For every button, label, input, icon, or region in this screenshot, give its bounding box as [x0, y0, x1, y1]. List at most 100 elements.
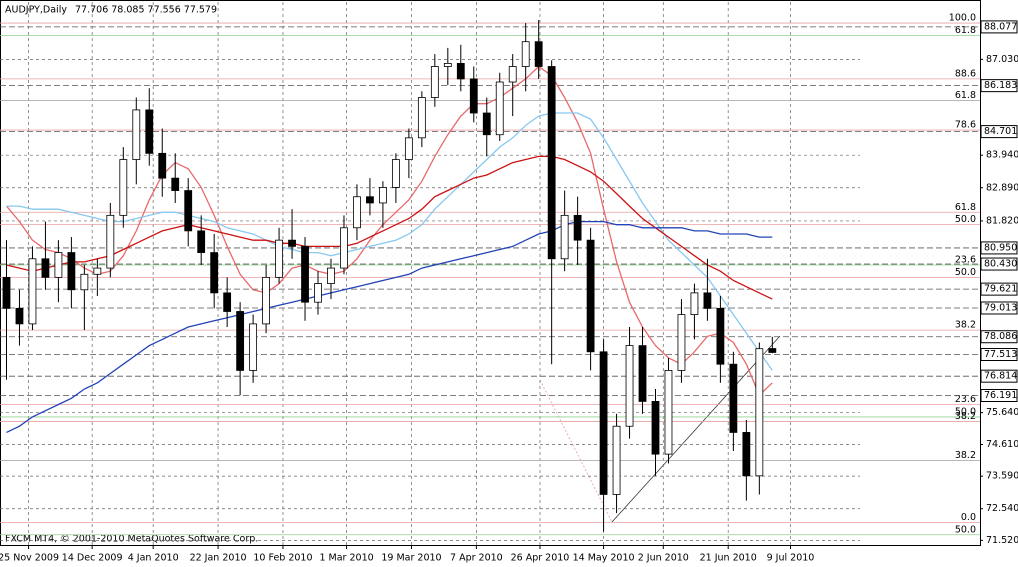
- fib-label: 61.8: [955, 202, 976, 213]
- moving-average: [6, 112, 773, 371]
- x-tick-label: 14 Dec 2009: [62, 553, 123, 564]
- fib-label: 23.6: [955, 254, 976, 265]
- candle-body: [67, 252, 76, 291]
- fib-label: 23.6: [955, 394, 976, 405]
- candle-body: [210, 252, 219, 294]
- y-tick-label: 72.540: [986, 503, 1018, 514]
- x-tick-label: 1 Mar 2010: [319, 553, 373, 564]
- candle-body: [15, 307, 24, 325]
- x-tick-label: 7 Apr 2010: [450, 553, 503, 564]
- candle-body: [132, 109, 141, 160]
- candle-body: [482, 112, 491, 136]
- price-level-label: 88.077: [984, 21, 1017, 32]
- x-tick-label: 10 Feb 2010: [253, 553, 312, 564]
- candle-body: [275, 239, 283, 278]
- candle-body: [158, 152, 167, 179]
- candle-body: [547, 66, 556, 260]
- price-level-box: [980, 241, 1018, 255]
- price-level-label: 78.086: [984, 331, 1017, 342]
- candle-body: [41, 258, 50, 278]
- price-level-box: [980, 388, 1018, 402]
- fib-label: 50.0: [955, 524, 976, 535]
- price-level-box: [980, 282, 1018, 296]
- candle-body: [560, 214, 569, 260]
- candle-body: [288, 239, 296, 247]
- candle-body: [301, 245, 309, 303]
- candle-body: [573, 214, 582, 241]
- x-tick-label: 2 Jun 2010: [638, 553, 689, 564]
- candle-body: [223, 292, 232, 312]
- x-tick-label: 19 Mar 2010: [381, 553, 441, 564]
- candle-body: [638, 345, 647, 402]
- trend-line: [539, 379, 613, 523]
- y-tick-label: 81.820: [986, 215, 1018, 226]
- candle-body: [430, 66, 439, 98]
- fib-label: 38.2: [955, 450, 976, 461]
- plot-frame: [0, 0, 981, 546]
- price-level-box: [980, 125, 1018, 139]
- candle-body: [703, 292, 712, 309]
- candle-body: [404, 137, 413, 160]
- candle-body: [391, 159, 400, 188]
- candle-body: [119, 159, 128, 216]
- candle-body: [340, 227, 348, 269]
- price-level-box: [980, 257, 1018, 271]
- candle-body: [677, 314, 686, 371]
- candle-body: [2, 276, 11, 309]
- candle-body: [768, 348, 777, 353]
- candle-body: [314, 283, 322, 303]
- fib-label: 38.2: [955, 411, 976, 422]
- x-tick-label: 25 Nov 2009: [0, 553, 59, 564]
- fib-label: 0.0: [961, 512, 976, 523]
- x-tick-label: 14 May 2010: [573, 553, 635, 564]
- price-level-label: 76.814: [984, 371, 1017, 382]
- candle-body: [171, 177, 180, 191]
- candle-body: [469, 78, 478, 114]
- candle-body: [599, 351, 608, 495]
- fib-label: 50.0: [955, 214, 976, 225]
- y-tick-label: 71.520: [986, 535, 1018, 546]
- fib-label: 61.8: [955, 25, 976, 36]
- candle-body: [612, 425, 621, 495]
- y-tick-label: 83.940: [986, 150, 1018, 161]
- candle-body: [521, 41, 530, 67]
- candle-body: [327, 267, 335, 284]
- x-tick-label: 4 Jan 2010: [128, 553, 179, 564]
- candle-body: [106, 214, 115, 269]
- price-level-box: [980, 330, 1018, 344]
- footer: FXCM MT4, © 2001-2010 MetaQuotes Softwar…: [5, 534, 258, 545]
- price-level-box: [980, 369, 1018, 383]
- price-level-label: 77.513: [984, 349, 1017, 360]
- moving-average: [6, 155, 773, 300]
- candle-body: [379, 187, 387, 204]
- candle-body: [262, 276, 270, 325]
- price-level-label: 84.701: [984, 126, 1017, 137]
- candle-body: [456, 63, 465, 80]
- ohlc-header: 77.706 78.085 77.556 77.579: [75, 5, 217, 16]
- moving-average: [6, 65, 773, 397]
- candle-body: [236, 311, 245, 371]
- price-level-label: 76.191: [984, 390, 1017, 401]
- candle-body: [417, 97, 426, 139]
- candle-body: [249, 323, 258, 371]
- candle-body: [742, 432, 751, 477]
- chart-title: AUDJPY,Daily: [5, 5, 67, 16]
- price-level-box: [980, 301, 1018, 315]
- y-tick-label: 82.890: [986, 182, 1018, 193]
- candle-body: [93, 267, 102, 275]
- x-tick-label: 21 Jun 2010: [700, 553, 757, 564]
- price-level-box: [980, 79, 1018, 93]
- candle-body: [690, 292, 699, 315]
- price-level-label: 86.183: [984, 80, 1017, 91]
- y-tick-label: 74.610: [986, 439, 1018, 450]
- fib-label: 38.2: [955, 320, 976, 331]
- price-level-label: 79.621: [984, 284, 1017, 295]
- fib-label: 61.8: [955, 90, 976, 101]
- y-tick-label: 75.640: [986, 407, 1018, 418]
- candle-body: [664, 370, 673, 455]
- candle-body: [625, 345, 634, 427]
- candle-body: [586, 239, 595, 353]
- candle-body: [184, 190, 193, 232]
- x-tick-label: 9 Jul 2010: [767, 553, 815, 564]
